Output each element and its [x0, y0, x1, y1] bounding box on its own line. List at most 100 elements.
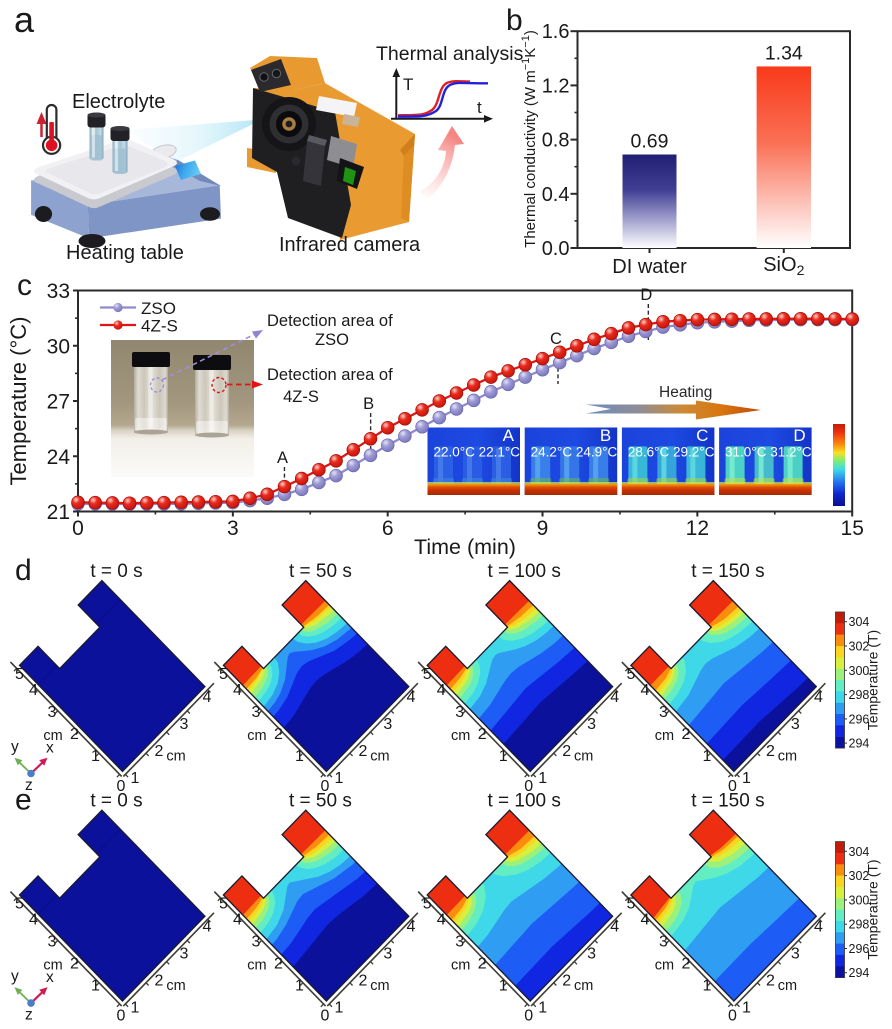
svg-text:0: 0: [728, 778, 737, 795]
svg-text:1: 1: [499, 978, 508, 995]
svg-text:Temperature (T): Temperature (T): [865, 859, 881, 959]
svg-text:cm: cm: [43, 728, 62, 744]
svg-text:2: 2: [478, 726, 487, 743]
svg-text:2: 2: [358, 743, 367, 760]
svg-text:4: 4: [29, 682, 38, 699]
svg-text:33: 33: [47, 280, 70, 303]
svg-text:6: 6: [382, 517, 394, 540]
svg-text:1.6: 1.6: [542, 21, 570, 43]
svg-text:2: 2: [358, 973, 367, 990]
svg-text:1: 1: [538, 770, 547, 787]
svg-text:Temperature (T): Temperature (T): [865, 630, 881, 730]
svg-text:x: x: [46, 969, 54, 986]
svg-text:t = 0 s: t = 0 s: [90, 791, 142, 812]
svg-text:2: 2: [681, 726, 690, 743]
svg-text:2: 2: [478, 956, 487, 973]
svg-text:T: T: [403, 75, 413, 94]
svg-text:0: 0: [728, 1008, 737, 1025]
svg-text:cm: cm: [778, 748, 797, 764]
svg-text:0: 0: [117, 1008, 126, 1025]
svg-text:4: 4: [406, 919, 415, 936]
svg-text:304: 304: [849, 845, 870, 859]
svg-text:Detection area of: Detection area of: [267, 366, 393, 384]
svg-text:1: 1: [131, 770, 140, 787]
svg-text:1: 1: [295, 978, 304, 995]
svg-text:12: 12: [686, 517, 709, 540]
svg-text:B: B: [600, 426, 611, 445]
svg-text:2: 2: [274, 726, 283, 743]
svg-text:302: 302: [849, 869, 870, 883]
svg-text:cm: cm: [370, 978, 389, 994]
svg-text:t = 150 s: t = 150 s: [691, 791, 764, 812]
svg-text:Time (min): Time (min): [414, 535, 516, 559]
svg-text:e: e: [15, 784, 32, 817]
svg-text:0.0: 0.0: [542, 238, 570, 260]
svg-text:3: 3: [791, 716, 800, 733]
svg-text:t: t: [477, 98, 482, 117]
svg-text:3: 3: [455, 934, 464, 951]
svg-text:t = 50 s: t = 50 s: [289, 791, 352, 812]
svg-text:4: 4: [203, 689, 212, 706]
svg-text:3: 3: [48, 934, 57, 951]
svg-text:1: 1: [91, 978, 100, 995]
svg-text:4: 4: [233, 682, 242, 699]
svg-text:d: d: [15, 554, 32, 587]
svg-text:1: 1: [334, 1000, 343, 1017]
svg-text:5: 5: [219, 896, 228, 913]
svg-text:C: C: [696, 426, 708, 445]
svg-text:3: 3: [659, 704, 668, 721]
svg-text:2: 2: [562, 743, 571, 760]
svg-text:5: 5: [423, 666, 432, 683]
svg-text:Infrared camera: Infrared camera: [279, 234, 421, 256]
svg-text:Temperature (°C): Temperature (°C): [6, 317, 31, 486]
svg-text:296: 296: [849, 942, 870, 956]
svg-text:5: 5: [219, 666, 228, 683]
svg-text:4: 4: [437, 682, 446, 699]
svg-text:4: 4: [640, 912, 649, 929]
svg-text:2: 2: [562, 973, 571, 990]
svg-text:2: 2: [70, 956, 79, 973]
svg-text:3: 3: [251, 704, 260, 721]
svg-text:1: 1: [702, 748, 711, 765]
svg-text:A: A: [503, 426, 515, 445]
svg-text:ZSO: ZSO: [141, 299, 176, 318]
svg-text:302: 302: [849, 640, 870, 654]
svg-text:Thermal conductivity (W m−1K−1: Thermal conductivity (W m−1K−1): [520, 30, 539, 248]
svg-text:3: 3: [587, 716, 596, 733]
svg-text:t = 100 s: t = 100 s: [487, 561, 560, 582]
svg-text:304: 304: [849, 615, 870, 629]
svg-text:0.69: 0.69: [631, 131, 669, 153]
svg-text:4: 4: [814, 919, 823, 936]
svg-text:5: 5: [423, 896, 432, 913]
svg-text:0: 0: [320, 778, 329, 795]
svg-text:9: 9: [537, 517, 549, 540]
svg-text:298: 298: [849, 688, 870, 702]
svg-text:0: 0: [524, 778, 533, 795]
svg-text:4: 4: [437, 912, 446, 929]
svg-text:t = 0 s: t = 0 s: [90, 561, 142, 582]
svg-text:cm: cm: [247, 958, 266, 974]
svg-text:30: 30: [47, 335, 70, 358]
svg-text:3: 3: [227, 517, 239, 540]
svg-text:3: 3: [179, 946, 188, 963]
svg-text:0.4: 0.4: [542, 184, 570, 206]
svg-text:4Z-S: 4Z-S: [141, 317, 178, 336]
svg-text:4: 4: [610, 689, 619, 706]
svg-text:z: z: [25, 777, 33, 794]
svg-text:298: 298: [849, 918, 870, 932]
svg-text:15: 15: [841, 517, 864, 540]
svg-text:cm: cm: [43, 958, 62, 974]
svg-text:27: 27: [47, 391, 70, 414]
svg-text:t = 50 s: t = 50 s: [289, 561, 352, 582]
svg-text:t = 150 s: t = 150 s: [691, 561, 764, 582]
svg-text:0: 0: [320, 1008, 329, 1025]
svg-text:z: z: [25, 1007, 33, 1024]
svg-text:Detection area of: Detection area of: [267, 312, 393, 330]
svg-text:2: 2: [70, 726, 79, 743]
svg-text:1: 1: [702, 978, 711, 995]
svg-text:2: 2: [274, 956, 283, 973]
svg-text:21: 21: [47, 501, 70, 524]
svg-text:y: y: [11, 739, 19, 756]
svg-text:1.2: 1.2: [542, 75, 570, 97]
svg-text:294: 294: [849, 737, 870, 751]
